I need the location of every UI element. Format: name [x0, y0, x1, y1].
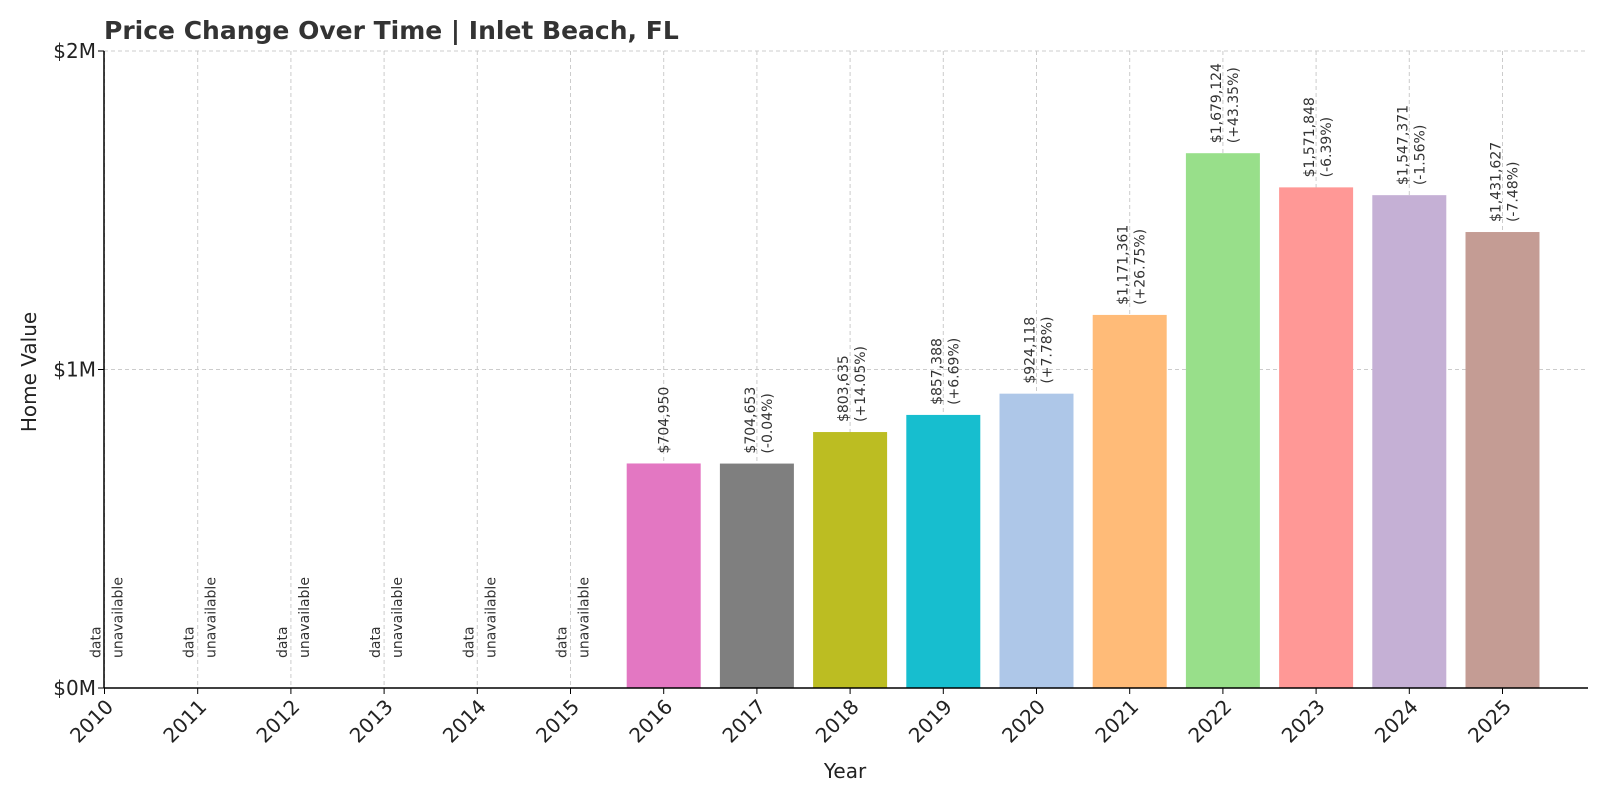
- bar-2025: [1465, 232, 1540, 688]
- x-tick-label-2014: 2014: [438, 695, 491, 748]
- bars: [626, 153, 1540, 689]
- bar-2023: [1279, 187, 1354, 689]
- bar-2019: [906, 414, 981, 688]
- value-label-2025: $1,431,627(-7.48%): [1489, 142, 1522, 222]
- bar-labels: data unavailable data unavailable data unavai…: [89, 63, 1522, 658]
- bar-2017: [719, 463, 794, 688]
- x-tick-label-2015: 2015: [531, 695, 584, 748]
- x-tick-label-2010: 2010: [65, 695, 118, 748]
- y-tick-label: $0M: [53, 676, 96, 700]
- chart-title: Price Change Over Time | Inlet Beach, FL: [104, 16, 679, 45]
- value-label-2018: $803,635(+14.05%): [836, 346, 869, 422]
- unavailable-label-2011: data unavailable: [182, 577, 220, 658]
- x-tick-label-2022: 2022: [1183, 695, 1236, 748]
- x-axis-label: Year: [823, 759, 867, 783]
- unavailable-label-2013: data unavailable: [368, 577, 406, 658]
- x-tick-label-2023: 2023: [1277, 695, 1330, 748]
- value-label-2023: $1,571,848(-6.39%): [1302, 97, 1335, 177]
- value-label-2016: $704,950: [657, 387, 673, 454]
- y-tick-label: $2M: [53, 39, 96, 63]
- value-label-2021: $1,171,361(+26.75%): [1116, 225, 1149, 305]
- x-tick-label-2016: 2016: [624, 695, 677, 748]
- value-label-2020: $924,118(+7.78%): [1023, 317, 1056, 384]
- bar-2021: [1092, 314, 1167, 688]
- x-tick-label-2013: 2013: [345, 695, 398, 748]
- bar-2020: [999, 393, 1074, 688]
- unavailable-label-2015: data unavailable: [555, 577, 593, 658]
- bar-2024: [1372, 195, 1447, 688]
- x-tick-label-2025: 2025: [1463, 695, 1516, 748]
- bar-2022: [1185, 153, 1260, 689]
- y-tick-label: $1M: [53, 358, 96, 382]
- bar-2016: [626, 463, 701, 688]
- value-label-2022: $1,679,124(+43.35%): [1209, 63, 1242, 143]
- x-tick-label-2018: 2018: [811, 695, 864, 748]
- bar-2018: [813, 432, 888, 688]
- x-tick-label-2012: 2012: [251, 695, 304, 748]
- x-tick-label-2021: 2021: [1090, 695, 1143, 748]
- x-tick-label-2020: 2020: [997, 695, 1050, 748]
- x-tick-label-2024: 2024: [1370, 695, 1423, 748]
- unavailable-label-2012: data unavailable: [275, 577, 313, 658]
- value-label-2024: $1,547,371(-1.56%): [1395, 105, 1428, 185]
- x-tick-label-2019: 2019: [904, 695, 957, 748]
- unavailable-label-2014: data unavailable: [461, 577, 499, 658]
- x-tick-label-2017: 2017: [717, 695, 770, 748]
- value-label-2019: $857,388(+6.69%): [929, 338, 962, 405]
- x-tick-label-2011: 2011: [158, 695, 211, 748]
- value-label-2017: $704,653(-0.04%): [743, 387, 776, 454]
- y-axis-label: Home Value: [17, 312, 41, 432]
- unavailable-label-2010: data unavailable: [89, 577, 127, 658]
